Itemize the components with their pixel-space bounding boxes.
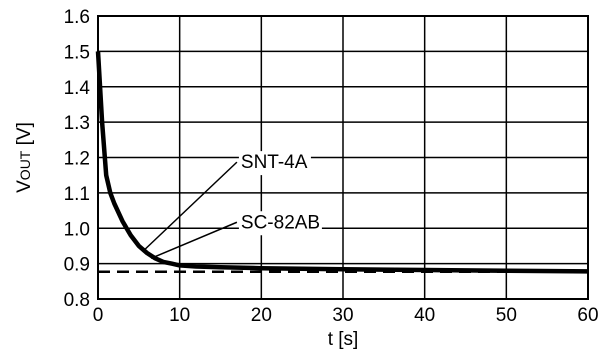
y-tick-label: 0.9 xyxy=(64,255,90,276)
annotation-backdrop xyxy=(238,151,311,176)
y-axis-title-main: V xyxy=(14,180,35,193)
x-axis-title: t [s] xyxy=(328,329,359,350)
x-tick-label: 50 xyxy=(496,305,517,326)
x-tick-label: 40 xyxy=(414,305,435,326)
annotation-label: SC-82AB xyxy=(241,212,320,233)
vout-series-line xyxy=(95,51,589,274)
plot-frame xyxy=(97,15,589,300)
x-tick-label: 30 xyxy=(332,305,353,326)
y-tick-label: 1.4 xyxy=(64,78,91,99)
y-axis-title-sub: OUT xyxy=(17,150,33,180)
annotation-layer: SNT-4A SC-82AB xyxy=(142,151,322,260)
y-axis-title: VOUT [V] xyxy=(14,122,35,193)
x-tick-label: 0 xyxy=(93,305,104,326)
annotation-label: SNT-4A xyxy=(241,152,308,173)
y-tick-label: 1.2 xyxy=(64,149,90,170)
x-tick-label: 10 xyxy=(169,305,190,326)
annotation-leader-line xyxy=(142,161,238,252)
y-tick-label: 0.8 xyxy=(64,290,90,311)
y-tick-label: 1.0 xyxy=(64,219,90,240)
y-tick-label: 1.3 xyxy=(64,113,90,134)
series-layer xyxy=(95,51,589,274)
y-tick-label: 1.5 xyxy=(64,42,90,63)
y-tick-label: 1.1 xyxy=(64,184,90,205)
annotation-leader-line xyxy=(150,221,238,260)
tick-labels: 0 10 20 30 40 50 60 0.8 0.9 1.0 1.1 1.2 1.3 1.4 1.5 1.6 xyxy=(64,7,599,326)
x-tick-label: 60 xyxy=(577,305,598,326)
annotation-backdrop xyxy=(238,211,322,236)
x-tick-label: 20 xyxy=(251,305,272,326)
y-tick-label: 1.6 xyxy=(64,7,90,28)
y-axis-title-unit: [V] xyxy=(14,122,35,151)
